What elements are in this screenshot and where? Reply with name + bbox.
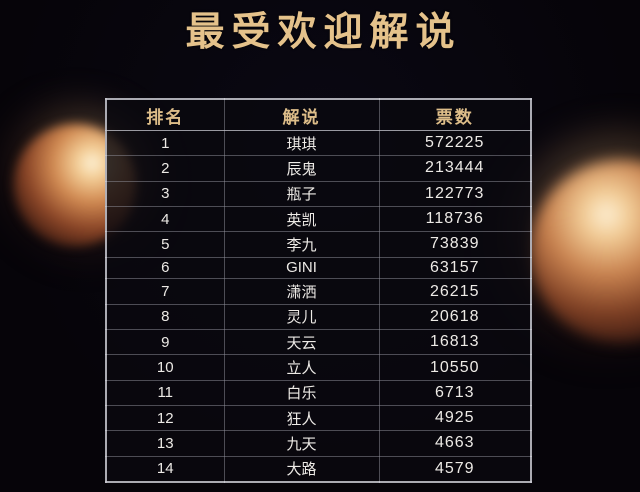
table-row: 3 瓶子 122773	[105, 180, 532, 207]
votes-cell: 10550	[378, 354, 532, 381]
commentator-cell: 琪琪	[223, 129, 380, 157]
table-row: 5 李九 73839	[105, 231, 532, 258]
header-votes: 票数	[378, 98, 532, 131]
table-row: 12 狂人 4925	[105, 404, 532, 432]
votes-cell: 16813	[378, 329, 532, 356]
table-row: 1 琪琪 572225	[105, 129, 532, 157]
table-row: 7 潇洒 26215	[105, 278, 532, 305]
rank-cell: 14	[105, 455, 225, 483]
commentator-cell: 瓶子	[223, 180, 380, 207]
commentator-cell: 立人	[223, 354, 380, 381]
rank-cell: 10	[105, 354, 225, 381]
votes-cell: 6713	[378, 379, 532, 406]
votes-cell: 26215	[378, 278, 532, 305]
popularity-rank-table: 排名 解说 票数 1 琪琪 572225 2 辰鬼 213444 3 瓶子 12…	[105, 98, 532, 483]
table-row: 2 辰鬼 213444	[105, 155, 532, 182]
table-header-row: 排名 解说 票数	[105, 98, 532, 131]
votes-cell: 20618	[378, 303, 532, 331]
rank-cell: 9	[105, 329, 225, 356]
commentator-cell: 九天	[223, 430, 380, 457]
commentator-cell: 狂人	[223, 404, 380, 432]
votes-cell: 118736	[378, 205, 532, 233]
table-row: 8 灵儿 20618	[105, 303, 532, 331]
page-title: 最受欢迎解说	[185, 9, 462, 55]
table-row: 13 九天 4663	[105, 430, 532, 457]
votes-cell: 4579	[378, 455, 532, 483]
votes-cell: 73839	[378, 231, 532, 258]
votes-cell: 572225	[378, 129, 532, 157]
votes-cell: 213444	[378, 155, 532, 182]
right-planet-image	[530, 160, 640, 342]
commentator-cell: 李九	[223, 231, 380, 258]
table-row: 10 立人 10550	[105, 354, 532, 381]
rank-cell: 11	[105, 379, 225, 406]
rank-cell: 1	[105, 129, 225, 157]
header-commentator: 解说	[223, 98, 380, 131]
votes-cell: 4925	[378, 404, 532, 432]
commentator-cell: 英凯	[223, 205, 380, 233]
table-row: 11 白乐 6713	[105, 379, 532, 406]
rank-cell: 5	[105, 231, 225, 258]
table-row: 14 大路 4579	[105, 455, 532, 483]
rank-cell: 3	[105, 180, 225, 207]
votes-cell: 122773	[378, 180, 532, 207]
commentator-cell: 灵儿	[223, 303, 380, 331]
table-row: 4 英凯 118736	[105, 205, 532, 233]
votes-cell: 63157	[378, 256, 532, 280]
commentator-cell: 大路	[223, 455, 380, 483]
rank-cell: 6	[105, 256, 225, 280]
rank-cell: 8	[105, 303, 225, 331]
table-row: 6 GINI 63157	[105, 256, 532, 280]
commentator-cell: GINI	[223, 256, 380, 280]
commentator-cell: 白乐	[223, 379, 380, 406]
table-row: 9 天云 16813	[105, 329, 532, 356]
commentator-cell: 潇洒	[223, 278, 380, 305]
commentator-cell: 辰鬼	[223, 155, 380, 182]
header-rank: 排名	[105, 98, 225, 131]
rank-cell: 4	[105, 205, 225, 233]
rank-cell: 12	[105, 404, 225, 432]
commentator-cell: 天云	[223, 329, 380, 356]
rank-cell: 2	[105, 155, 225, 182]
rank-cell: 7	[105, 278, 225, 305]
rank-cell: 13	[105, 430, 225, 457]
votes-cell: 4663	[378, 430, 532, 457]
